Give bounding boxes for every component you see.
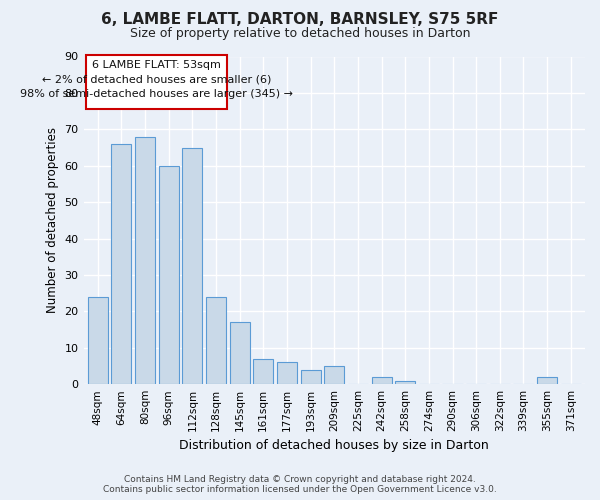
- Bar: [371, 377, 392, 384]
- Text: 6, LAMBE FLATT, DARTON, BARNSLEY, S75 5RF: 6, LAMBE FLATT, DARTON, BARNSLEY, S75 5R…: [101, 12, 499, 28]
- Bar: [301, 370, 320, 384]
- Bar: [253, 358, 274, 384]
- Bar: [230, 322, 250, 384]
- Text: Contains HM Land Registry data © Crown copyright and database right 2024.
Contai: Contains HM Land Registry data © Crown c…: [103, 474, 497, 494]
- Bar: [206, 297, 226, 384]
- Y-axis label: Number of detached properties: Number of detached properties: [46, 128, 59, 314]
- Bar: [182, 148, 202, 384]
- Text: 98% of semi-detached houses are larger (345) →: 98% of semi-detached houses are larger (…: [20, 88, 293, 99]
- Bar: [537, 377, 557, 384]
- Bar: [135, 136, 155, 384]
- Bar: [395, 380, 415, 384]
- X-axis label: Distribution of detached houses by size in Darton: Distribution of detached houses by size …: [179, 440, 489, 452]
- Bar: [158, 166, 179, 384]
- Text: ← 2% of detached houses are smaller (6): ← 2% of detached houses are smaller (6): [42, 74, 272, 84]
- Bar: [324, 366, 344, 384]
- FancyBboxPatch shape: [86, 54, 227, 110]
- Bar: [88, 297, 108, 384]
- Bar: [277, 362, 297, 384]
- Text: 6 LAMBE FLATT: 53sqm: 6 LAMBE FLATT: 53sqm: [92, 60, 221, 70]
- Text: Size of property relative to detached houses in Darton: Size of property relative to detached ho…: [130, 28, 470, 40]
- Bar: [111, 144, 131, 384]
